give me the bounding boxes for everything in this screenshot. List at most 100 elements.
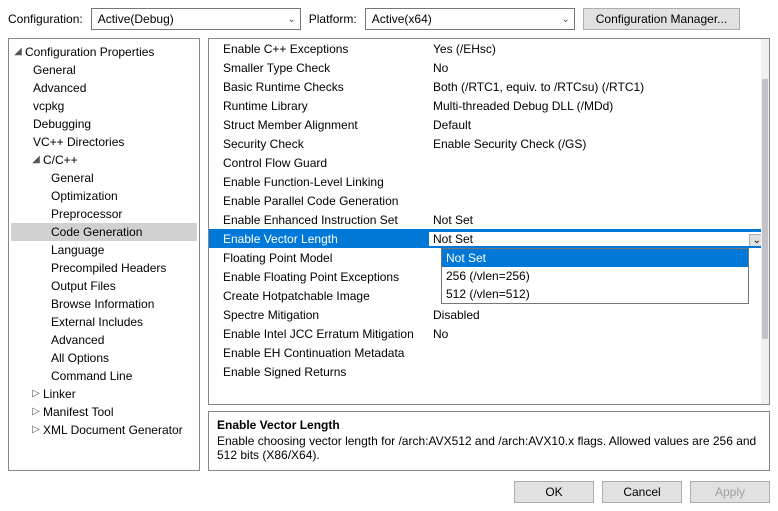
- property-name: Enable Intel JCC Erratum Mitigation: [209, 327, 429, 341]
- dropdown-option[interactable]: Not Set: [442, 249, 748, 267]
- tree-item-label: Optimization: [51, 187, 118, 205]
- tree-item[interactable]: Debugging: [11, 115, 197, 133]
- description-title: Enable Vector Length: [217, 418, 761, 432]
- platform-combo[interactable]: Active(x64) ⌄: [365, 8, 575, 30]
- tree-item[interactable]: Output Files: [11, 277, 197, 295]
- tree-item[interactable]: Code Generation: [11, 223, 197, 241]
- tree-item[interactable]: Command Line: [11, 367, 197, 385]
- property-name: Enable Vector Length: [209, 232, 429, 246]
- property-value[interactable]: Enable Security Check (/GS): [429, 137, 769, 151]
- tree-item[interactable]: ▷XML Document Generator: [11, 421, 197, 439]
- tree-item[interactable]: Preprocessor: [11, 205, 197, 223]
- property-grid: Enable C++ ExceptionsYes (/EHsc)Smaller …: [208, 38, 770, 405]
- property-row[interactable]: Enable C++ ExceptionsYes (/EHsc): [209, 39, 769, 58]
- property-row[interactable]: Smaller Type CheckNo: [209, 58, 769, 77]
- dropdown-option[interactable]: 256 (/vlen=256): [442, 267, 748, 285]
- tree-item[interactable]: Language: [11, 241, 197, 259]
- property-name: Enable Function-Level Linking: [209, 175, 429, 189]
- platform-label: Platform:: [309, 12, 357, 26]
- scrollbar-thumb[interactable]: [762, 79, 768, 339]
- property-name: Security Check: [209, 137, 429, 151]
- property-value[interactable]: Yes (/EHsc): [429, 42, 769, 56]
- tree-item-label: General: [33, 61, 76, 79]
- tree-item-label: Precompiled Headers: [51, 259, 166, 277]
- expand-icon[interactable]: ▷: [29, 385, 43, 403]
- tree-item[interactable]: VC++ Directories: [11, 133, 197, 151]
- tree-item[interactable]: External Includes: [11, 313, 197, 331]
- dialog-footer: OK Cancel Apply: [8, 481, 770, 503]
- property-value[interactable]: Disabled: [429, 308, 769, 322]
- apply-button[interactable]: Apply: [690, 481, 770, 503]
- tree-item-label: External Includes: [51, 313, 143, 331]
- property-name: Enable Parallel Code Generation: [209, 194, 429, 208]
- tree-item-label: Configuration Properties: [25, 43, 154, 61]
- tree-item[interactable]: Precompiled Headers: [11, 259, 197, 277]
- property-row[interactable]: Enable Parallel Code Generation: [209, 191, 769, 210]
- collapse-icon[interactable]: ◢: [29, 151, 43, 169]
- property-row[interactable]: Enable Signed Returns: [209, 362, 769, 381]
- scrollbar[interactable]: [761, 39, 769, 404]
- property-value[interactable]: No: [429, 61, 769, 75]
- tree-item[interactable]: ◢Configuration Properties: [11, 43, 197, 61]
- tree-item-label: Preprocessor: [51, 205, 122, 223]
- property-row[interactable]: Enable Vector LengthNot Set⌄: [209, 229, 769, 248]
- configuration-combo[interactable]: Active(Debug) ⌄: [91, 8, 301, 30]
- tree-item[interactable]: ◢C/C++: [11, 151, 197, 169]
- tree-item[interactable]: ▷Manifest Tool: [11, 403, 197, 421]
- property-row[interactable]: Runtime LibraryMulti-threaded Debug DLL …: [209, 96, 769, 115]
- property-row[interactable]: Basic Runtime ChecksBoth (/RTC1, equiv. …: [209, 77, 769, 96]
- property-row[interactable]: Enable Enhanced Instruction SetNot Set: [209, 210, 769, 229]
- configuration-value: Active(Debug): [98, 12, 174, 26]
- chevron-down-icon: ⌄: [561, 14, 569, 25]
- dropdown-option[interactable]: 512 (/vlen=512): [442, 285, 748, 303]
- property-tree[interactable]: ◢Configuration PropertiesGeneralAdvanced…: [11, 43, 197, 439]
- tree-item[interactable]: General: [11, 61, 197, 79]
- property-value[interactable]: Multi-threaded Debug DLL (/MDd): [429, 99, 769, 113]
- property-row[interactable]: Struct Member AlignmentDefault: [209, 115, 769, 134]
- property-value[interactable]: Not Set: [429, 213, 769, 227]
- expand-icon[interactable]: ▷: [29, 403, 43, 421]
- chevron-down-icon: ⌄: [287, 14, 295, 25]
- ok-button[interactable]: OK: [514, 481, 594, 503]
- tree-item[interactable]: Advanced: [11, 331, 197, 349]
- property-value[interactable]: Not Set⌄: [429, 232, 769, 246]
- property-row[interactable]: Enable Intel JCC Erratum MitigationNo: [209, 324, 769, 343]
- tree-item[interactable]: Advanced: [11, 79, 197, 97]
- property-value[interactable]: No: [429, 327, 769, 341]
- property-name: Spectre Mitigation: [209, 308, 429, 322]
- top-bar: Configuration: Active(Debug) ⌄ Platform:…: [8, 8, 770, 30]
- property-name: Create Hotpatchable Image: [209, 289, 429, 303]
- tree-item[interactable]: General: [11, 169, 197, 187]
- config-label: Configuration:: [8, 12, 83, 26]
- tree-item[interactable]: vcpkg: [11, 97, 197, 115]
- cancel-button[interactable]: Cancel: [602, 481, 682, 503]
- collapse-icon[interactable]: ◢: [11, 43, 25, 61]
- platform-value: Active(x64): [372, 12, 432, 26]
- tree-item-label: vcpkg: [33, 97, 64, 115]
- property-row[interactable]: Enable Function-Level Linking: [209, 172, 769, 191]
- tree-item-label: Code Generation: [51, 223, 142, 241]
- tree-item[interactable]: Optimization: [11, 187, 197, 205]
- property-name: Enable C++ Exceptions: [209, 42, 429, 56]
- property-row[interactable]: Security CheckEnable Security Check (/GS…: [209, 134, 769, 153]
- tree-item-label: Browse Information: [51, 295, 154, 313]
- property-value[interactable]: Both (/RTC1, equiv. to /RTCsu) (/RTC1): [429, 80, 769, 94]
- tree-item[interactable]: All Options: [11, 349, 197, 367]
- expand-icon[interactable]: ▷: [29, 421, 43, 439]
- property-row[interactable]: Spectre MitigationDisabled: [209, 305, 769, 324]
- tree-item-label: Command Line: [51, 367, 132, 385]
- value-dropdown[interactable]: Not Set256 (/vlen=256)512 (/vlen=512): [441, 248, 749, 304]
- property-value[interactable]: Default: [429, 118, 769, 132]
- property-name: Smaller Type Check: [209, 61, 429, 75]
- configuration-manager-button[interactable]: Configuration Manager...: [583, 8, 740, 30]
- property-name: Enable EH Continuation Metadata: [209, 346, 429, 360]
- property-row[interactable]: Control Flow Guard: [209, 153, 769, 172]
- property-name: Basic Runtime Checks: [209, 80, 429, 94]
- description-panel: Enable Vector Length Enable choosing vec…: [208, 411, 770, 471]
- property-row[interactable]: Enable EH Continuation Metadata: [209, 343, 769, 362]
- tree-item[interactable]: ▷Linker: [11, 385, 197, 403]
- property-name: Enable Enhanced Instruction Set: [209, 213, 429, 227]
- property-name: Enable Floating Point Exceptions: [209, 270, 429, 284]
- right-panel: Enable C++ ExceptionsYes (/EHsc)Smaller …: [208, 38, 770, 471]
- tree-item[interactable]: Browse Information: [11, 295, 197, 313]
